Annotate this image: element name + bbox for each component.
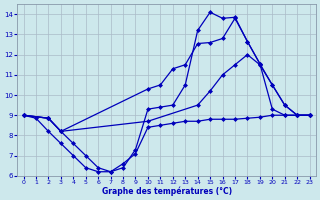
X-axis label: Graphe des températures (°C): Graphe des températures (°C): [101, 186, 232, 196]
